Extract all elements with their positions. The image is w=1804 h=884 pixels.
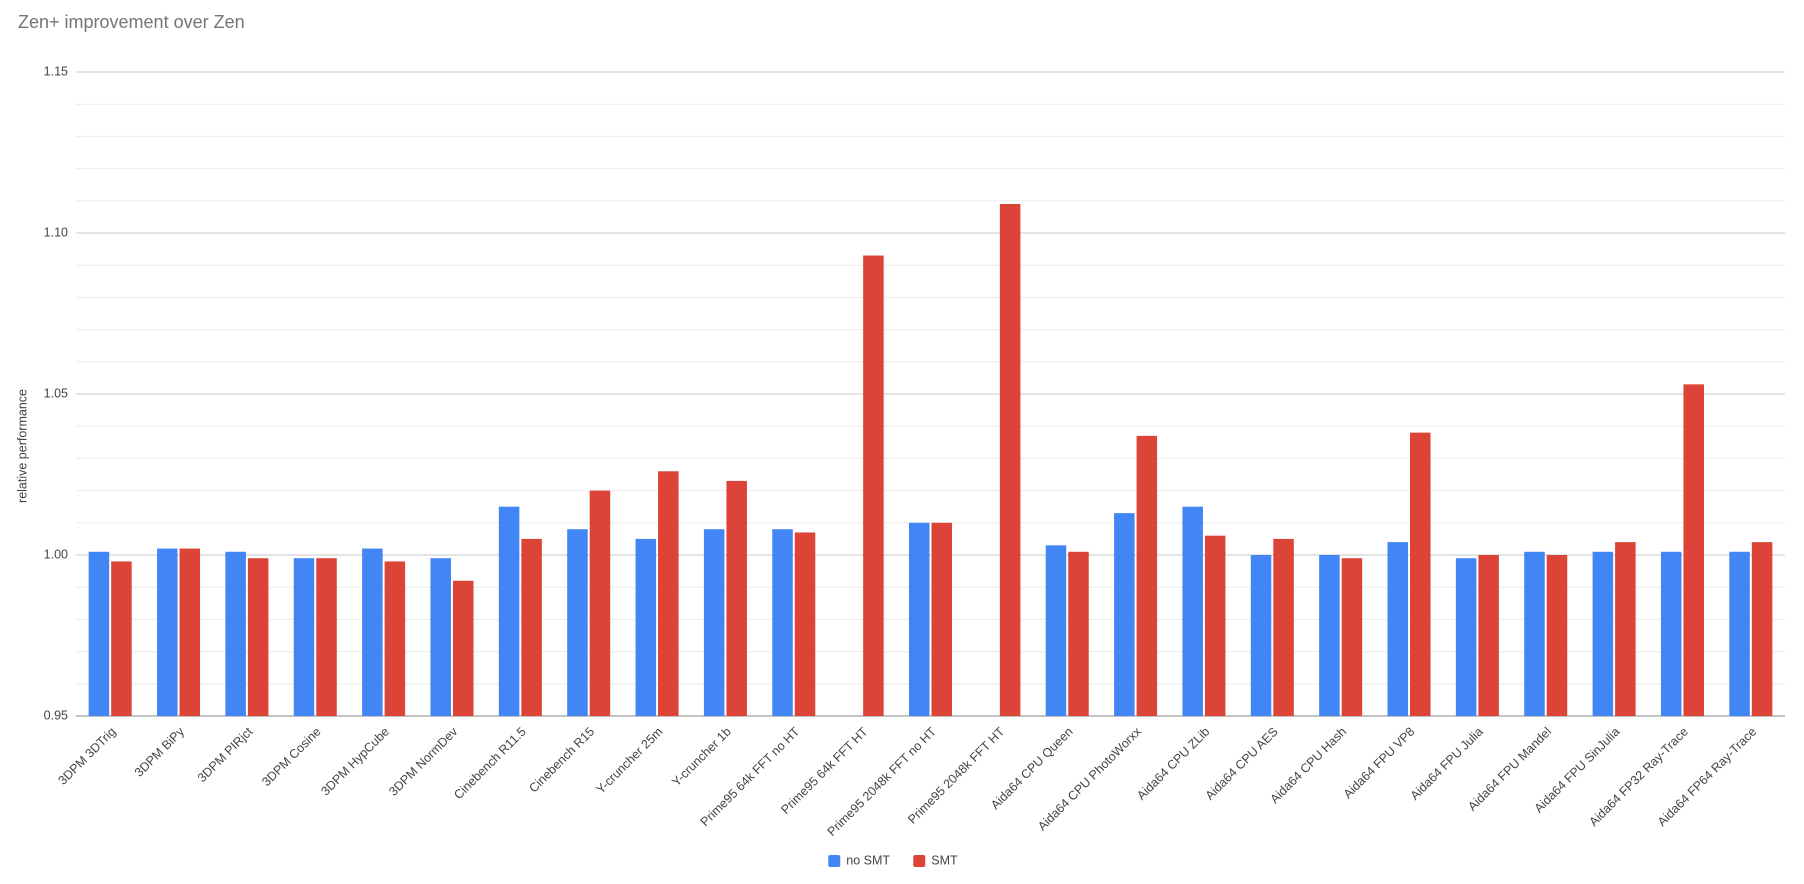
- bar: [703, 529, 725, 716]
- bar: [498, 506, 520, 716]
- y-tick-label: 1.05: [44, 386, 68, 400]
- y-tick-label: 1.15: [44, 64, 68, 78]
- bar: [726, 480, 747, 716]
- bar: [362, 548, 383, 716]
- bar: [384, 561, 406, 716]
- bar: [658, 471, 679, 716]
- bar: [772, 529, 793, 716]
- bar: [1660, 551, 1682, 716]
- bar: [1250, 555, 1272, 716]
- bar: [1068, 551, 1089, 716]
- bar: [1546, 555, 1568, 716]
- bar: [88, 551, 110, 716]
- bar: [1273, 538, 1294, 716]
- chart-title: Zen+ improvement over Zen: [18, 12, 245, 32]
- bar: [1045, 545, 1067, 716]
- bar: [1387, 542, 1409, 716]
- legend-label: SMT: [931, 853, 958, 867]
- bar: [1751, 542, 1773, 716]
- legend-swatch: [828, 855, 841, 867]
- bar: [1455, 558, 1477, 716]
- bar: [521, 538, 542, 716]
- bar: [794, 532, 816, 716]
- y-tick-label: 1.10: [44, 225, 68, 239]
- bar: [1114, 513, 1135, 716]
- bar: [452, 580, 474, 716]
- bar: [1182, 506, 1203, 716]
- bar: [179, 548, 201, 716]
- bar: [1478, 555, 1499, 716]
- bar: [316, 558, 337, 716]
- bar: [635, 538, 657, 716]
- bar: [1204, 535, 1226, 716]
- bar: [157, 548, 178, 716]
- y-tick-label: 1.00: [44, 547, 68, 561]
- bar: [908, 522, 930, 716]
- bar: [931, 522, 953, 716]
- bar: [567, 529, 588, 716]
- bar: [1319, 555, 1340, 716]
- bar: [430, 558, 451, 716]
- y-tick-label: 0.95: [44, 708, 68, 722]
- bar: [1136, 435, 1158, 716]
- bar: [111, 561, 132, 716]
- bar: [589, 490, 611, 716]
- bar: [225, 551, 246, 716]
- bar: [999, 204, 1021, 716]
- legend-swatch: [913, 855, 926, 867]
- y-axis-label: relative performance: [15, 389, 29, 503]
- bar: [1729, 551, 1750, 716]
- bar: [1615, 542, 1636, 716]
- bar: [1592, 551, 1614, 716]
- bar: [1341, 558, 1363, 716]
- bar: [293, 558, 315, 716]
- bar: [1524, 551, 1545, 716]
- legend-label: no SMT: [846, 853, 890, 867]
- bar: [247, 558, 269, 716]
- bar: [1683, 384, 1704, 716]
- bar: [863, 255, 884, 717]
- bar: [1410, 432, 1431, 716]
